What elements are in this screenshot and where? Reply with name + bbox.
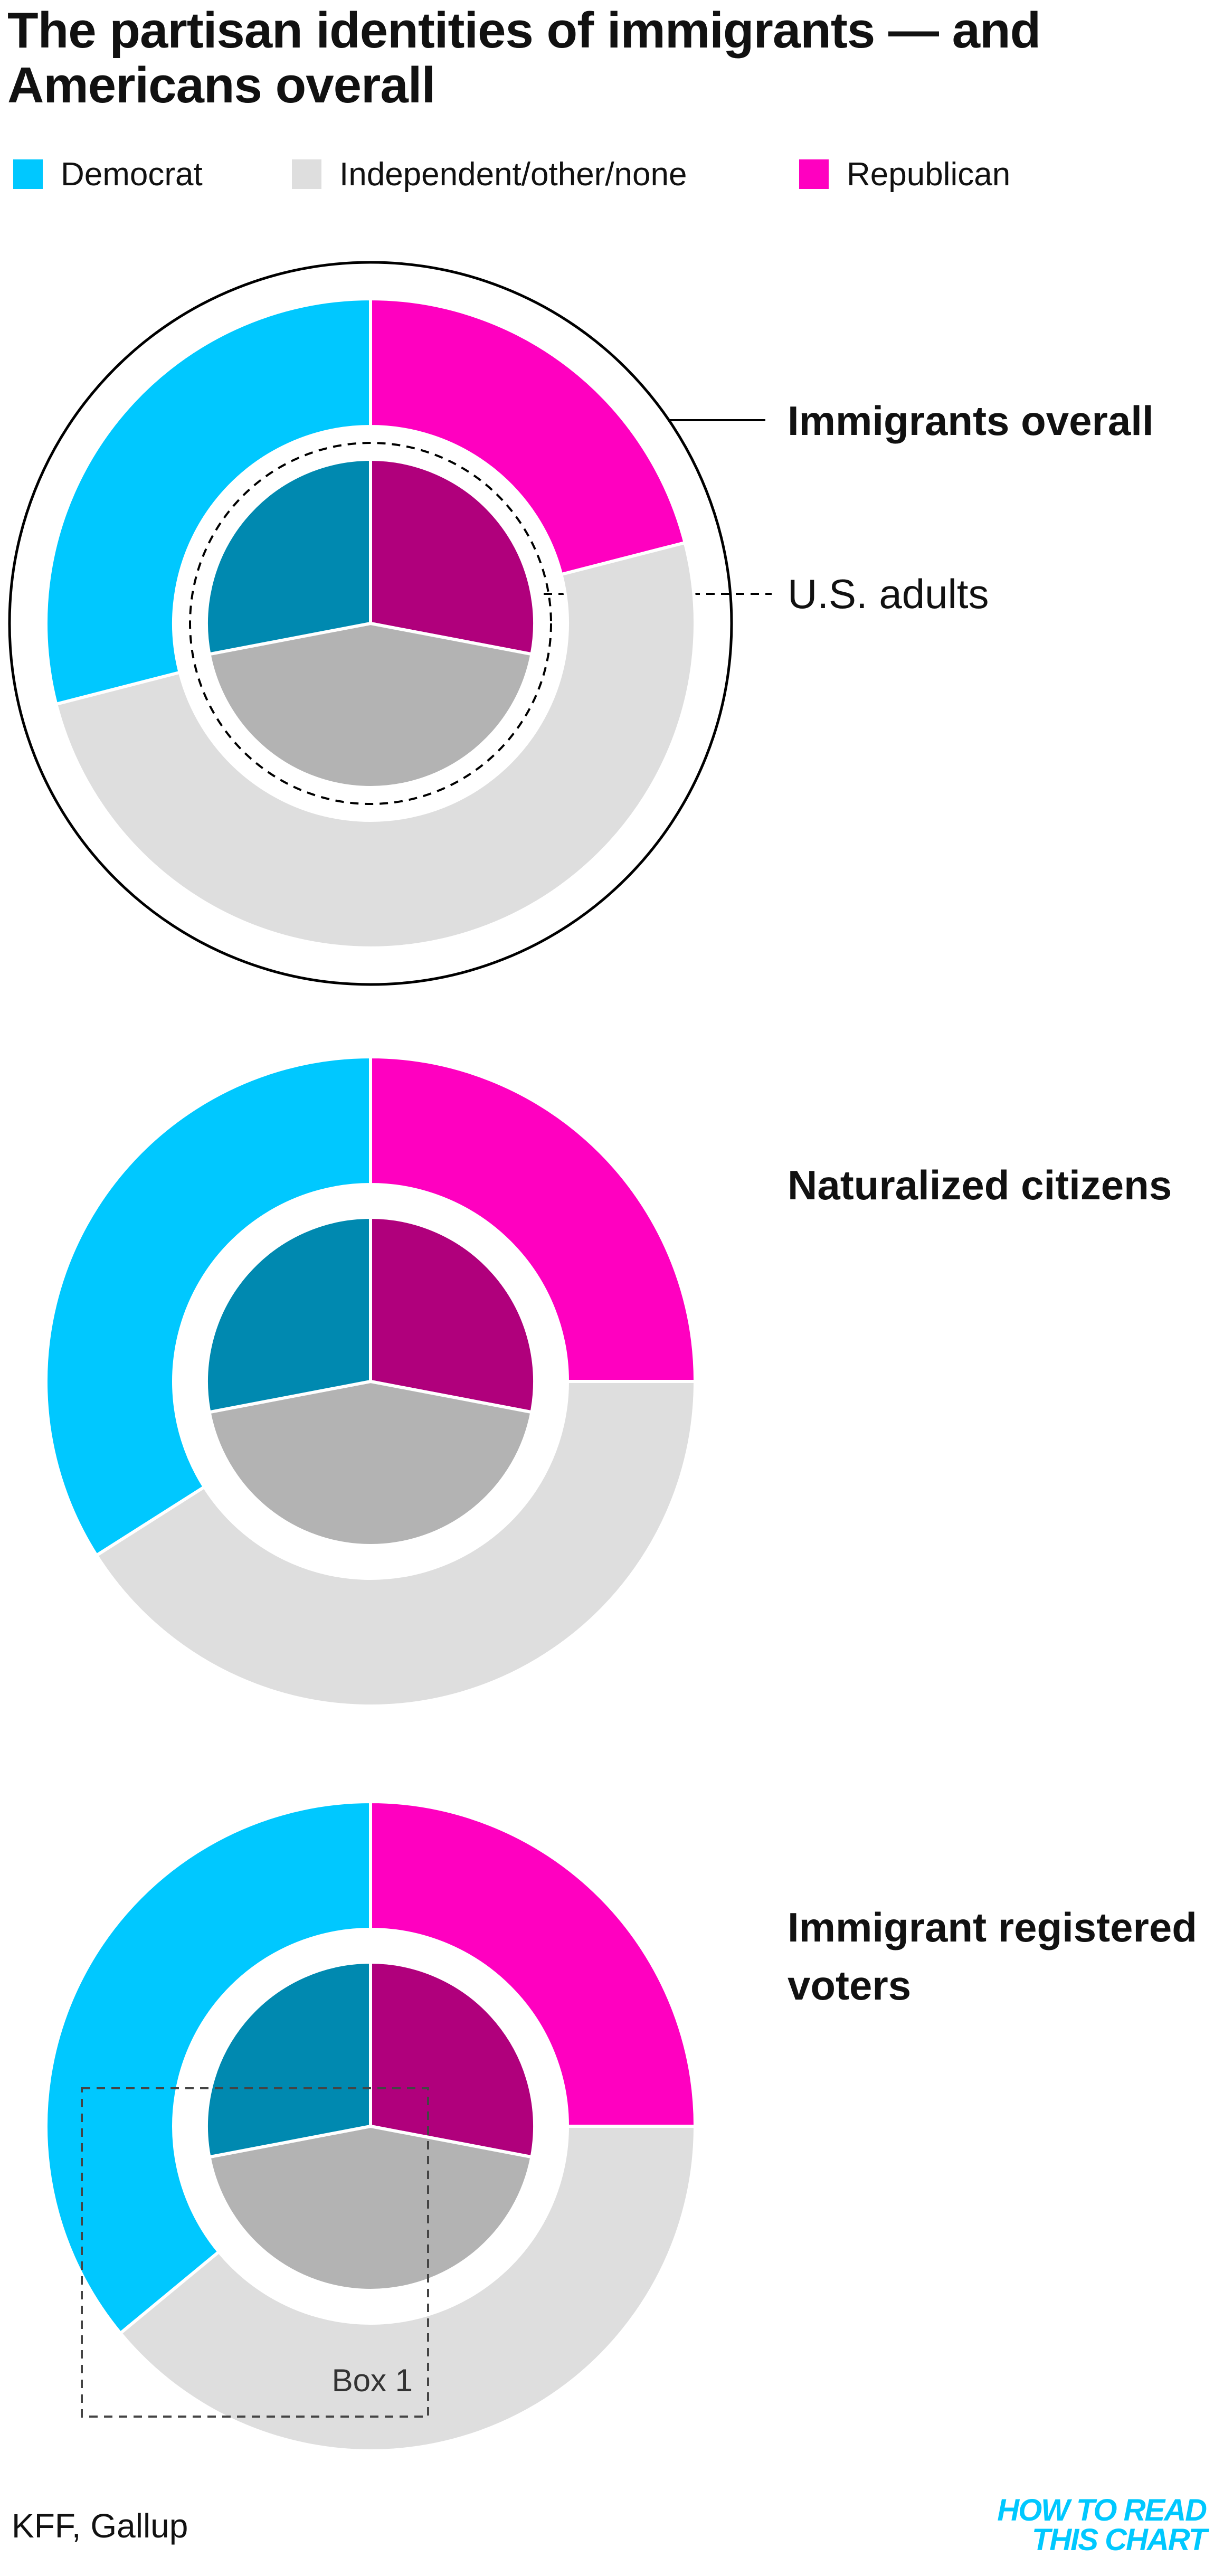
ring-segment (94, 1380, 697, 1708)
legend-label: Independent/other/none (339, 156, 687, 193)
series-label: Immigrants overall (788, 397, 1154, 444)
chart-title: The partisan identities of immigrants — … (7, 2, 1041, 113)
ring-segment (44, 1800, 372, 2335)
outline-circle (8, 261, 733, 986)
logo: HOW TO READ THIS CHART (966, 2493, 1207, 2557)
legend: Democrat Independent/other/none Republican (0, 153, 1214, 195)
legend-item: Independent/other/none (292, 153, 687, 195)
legend-item: Democrat (13, 153, 203, 195)
source: KFF, Gallup (12, 2507, 188, 2545)
series-label: Immigrant registered voters (788, 1904, 1197, 2009)
pie-segment (207, 622, 534, 789)
ring-segment (369, 297, 687, 576)
pie-segment (369, 1961, 536, 2159)
dashed-circle (189, 442, 552, 805)
ring-segment (44, 297, 372, 706)
ring-segment (119, 2125, 697, 2452)
series-label: Naturalized citizens (788, 1162, 1172, 1208)
pie-segment (207, 2125, 534, 2292)
legend-swatch (292, 159, 321, 189)
legend-swatch (13, 159, 43, 189)
ring-segment (369, 1055, 697, 1383)
ring-segment (54, 541, 697, 950)
legend-label: Democrat (61, 156, 203, 193)
annotation-box (81, 2087, 429, 2418)
pie-segment (207, 1380, 534, 1547)
ring-segment (44, 1055, 372, 1557)
pie-segment (205, 1961, 372, 2159)
logo-line: THIS CHART (1031, 2523, 1207, 2557)
legend-swatch (799, 159, 829, 189)
legend-item: Republican (799, 153, 1010, 195)
series-label: U.S. adults (788, 571, 989, 617)
pie-segment (205, 458, 372, 656)
pie-segment (369, 458, 536, 656)
annotation-label: Box 1 (332, 2363, 413, 2398)
pie-segment (369, 1216, 536, 1414)
ring-segment (369, 1800, 697, 2128)
logo-line: HOW TO READ (997, 2493, 1207, 2527)
pie-segment (205, 1216, 372, 1414)
legend-label: Republican (847, 156, 1011, 193)
